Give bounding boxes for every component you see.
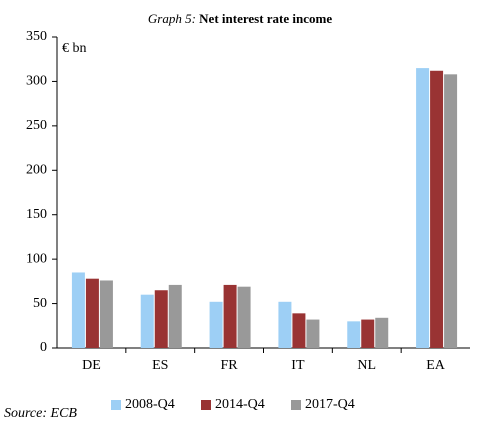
y-tick-label: 150 [26,207,47,222]
bar [444,74,458,348]
bar [416,68,430,348]
graph-label: Graph 5: [148,11,196,26]
y-tick-label: 200 [26,163,47,178]
bar [375,317,389,348]
legend-label: 2008-Q4 [125,397,175,412]
x-tick-label: ES [152,358,168,373]
y-tick-label: 50 [33,296,47,311]
bar [361,319,375,348]
bar [237,286,251,348]
legend-swatch [201,400,211,410]
title-text: Net interest rate income [199,11,332,26]
y-tick-label: 350 [26,29,47,44]
bar [347,321,361,348]
bar [223,284,237,348]
bar [209,301,223,348]
legend-label: 2014-Q4 [215,397,265,412]
bar [140,294,154,348]
unit-label: € bn [62,41,87,56]
y-tick-label: 0 [40,340,47,355]
legend-swatch [111,400,121,410]
legend-swatch [291,400,301,410]
bar [154,290,168,348]
legend-label: 2017-Q4 [305,397,355,412]
chart-title: Graph 5: Net interest rate income [148,11,332,26]
x-tick-label: IT [291,358,305,373]
bar [278,301,292,348]
x-tick-label: NL [357,358,376,373]
bar [71,272,85,348]
y-tick-label: 100 [26,251,47,266]
source: Source: ECB [4,406,77,421]
x-tick-label: DE [82,358,101,373]
y-tick-label: 300 [26,74,47,89]
bar [292,313,306,348]
bar [99,280,113,348]
x-tick-label: EA [426,358,446,373]
bar [85,278,99,348]
bar [306,319,320,348]
bar [168,284,182,348]
bar [430,70,444,348]
y-tick-label: 250 [26,118,47,133]
x-tick-label: FR [221,358,239,373]
